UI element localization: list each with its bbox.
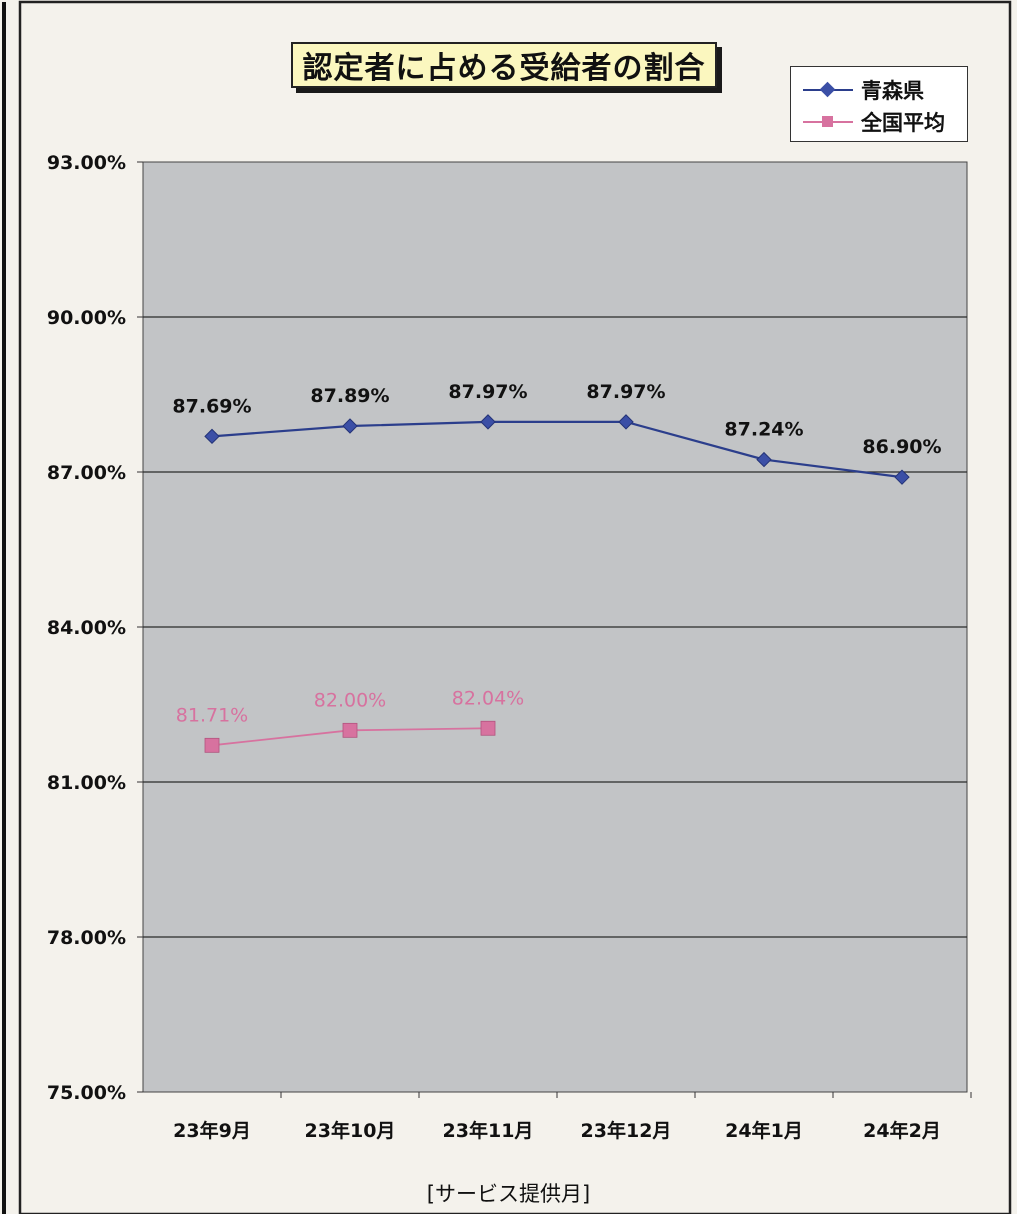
legend-label-national: 全国平均 xyxy=(861,111,945,135)
data-label-aomori-0: 87.69% xyxy=(172,395,251,417)
y-tick-label: 87.00% xyxy=(47,462,126,484)
y-tick-label: 75.00% xyxy=(47,1082,126,1104)
data-labels: 87.69% 87.89% 87.97% 87.97% 87.24% 86.90% 81.7… xyxy=(172,381,941,726)
y-tick-label: 84.00% xyxy=(47,617,126,639)
legend-item-national: 全国平均 xyxy=(791,107,969,137)
data-label-national-1: 82.00% xyxy=(314,689,386,711)
x-tick-label: 24年1月 xyxy=(725,1119,803,1142)
x-tick-label: 23年12月 xyxy=(581,1119,672,1142)
point-aomori-0 xyxy=(204,428,220,445)
point-national-0 xyxy=(204,737,220,753)
y-tick-label: 90.00% xyxy=(47,307,126,329)
series-line-aomori xyxy=(211,420,903,479)
point-aomori-1 xyxy=(342,418,358,434)
data-label-aomori-5: 86.90% xyxy=(862,436,941,458)
data-label-aomori-3: 87.97% xyxy=(586,381,665,403)
x-tick-label: 23年10月 xyxy=(305,1119,396,1142)
data-label-national-2: 82.04% xyxy=(452,687,524,709)
outer-border-left xyxy=(2,2,6,1214)
point-national-2 xyxy=(480,720,496,736)
chart-title: 認定者に占める受給者の割合 xyxy=(291,42,717,88)
x-tick-label: 23年11月 xyxy=(443,1119,534,1142)
point-aomori-4 xyxy=(756,451,772,468)
point-aomori-2 xyxy=(480,414,496,430)
legend-swatch-national xyxy=(799,107,857,137)
data-label-national-0: 81.71% xyxy=(176,704,248,726)
x-axis-title: [サービス提供月] xyxy=(426,1182,591,1206)
series-lines xyxy=(204,414,910,753)
legend: 青森県 全国平均 xyxy=(790,66,968,142)
point-national-1 xyxy=(342,722,358,738)
y-tick-labels: 93.00% 90.00% 87.00% 84.00% 81.00% 78.00% 75.0… xyxy=(47,152,126,1104)
data-label-aomori-4: 87.24% xyxy=(724,419,803,441)
x-tick-label: 24年2月 xyxy=(863,1119,941,1142)
point-aomori-5 xyxy=(894,469,910,485)
point-aomori-3 xyxy=(618,414,634,430)
data-label-aomori-1: 87.89% xyxy=(310,385,389,407)
y-tick-label: 93.00% xyxy=(47,152,126,174)
legend-item-aomori: 青森県 xyxy=(791,75,969,105)
data-label-aomori-2: 87.97% xyxy=(448,381,527,403)
x-tick-label: 23年9月 xyxy=(173,1119,251,1142)
y-tick-label: 81.00% xyxy=(47,772,126,794)
legend-label-aomori: 青森県 xyxy=(861,79,924,103)
y-tick-label: 78.00% xyxy=(47,927,126,949)
gridlines xyxy=(137,161,967,1093)
x-tick-labels: 23年9月 23年10月 23年11月 23年12月 24年1月 24年2月 xyxy=(173,1092,972,1142)
outer-border-inner xyxy=(18,0,1012,1214)
legend-swatch-aomori xyxy=(799,75,857,105)
